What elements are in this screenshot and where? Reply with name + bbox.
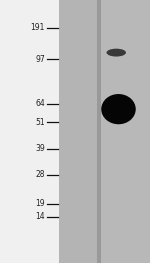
Bar	[58, 0, 99, 263]
Text: 14: 14	[35, 213, 45, 221]
Ellipse shape	[106, 49, 126, 57]
Text: 191: 191	[31, 23, 45, 32]
Text: 64: 64	[35, 99, 45, 108]
Text: 51: 51	[35, 118, 45, 127]
Bar	[100, 0, 150, 263]
Text: 19: 19	[35, 199, 45, 208]
Bar	[97, 0, 100, 263]
Text: 97: 97	[35, 55, 45, 64]
Text: 39: 39	[35, 144, 45, 153]
Ellipse shape	[101, 94, 136, 124]
Text: 28: 28	[36, 170, 45, 179]
